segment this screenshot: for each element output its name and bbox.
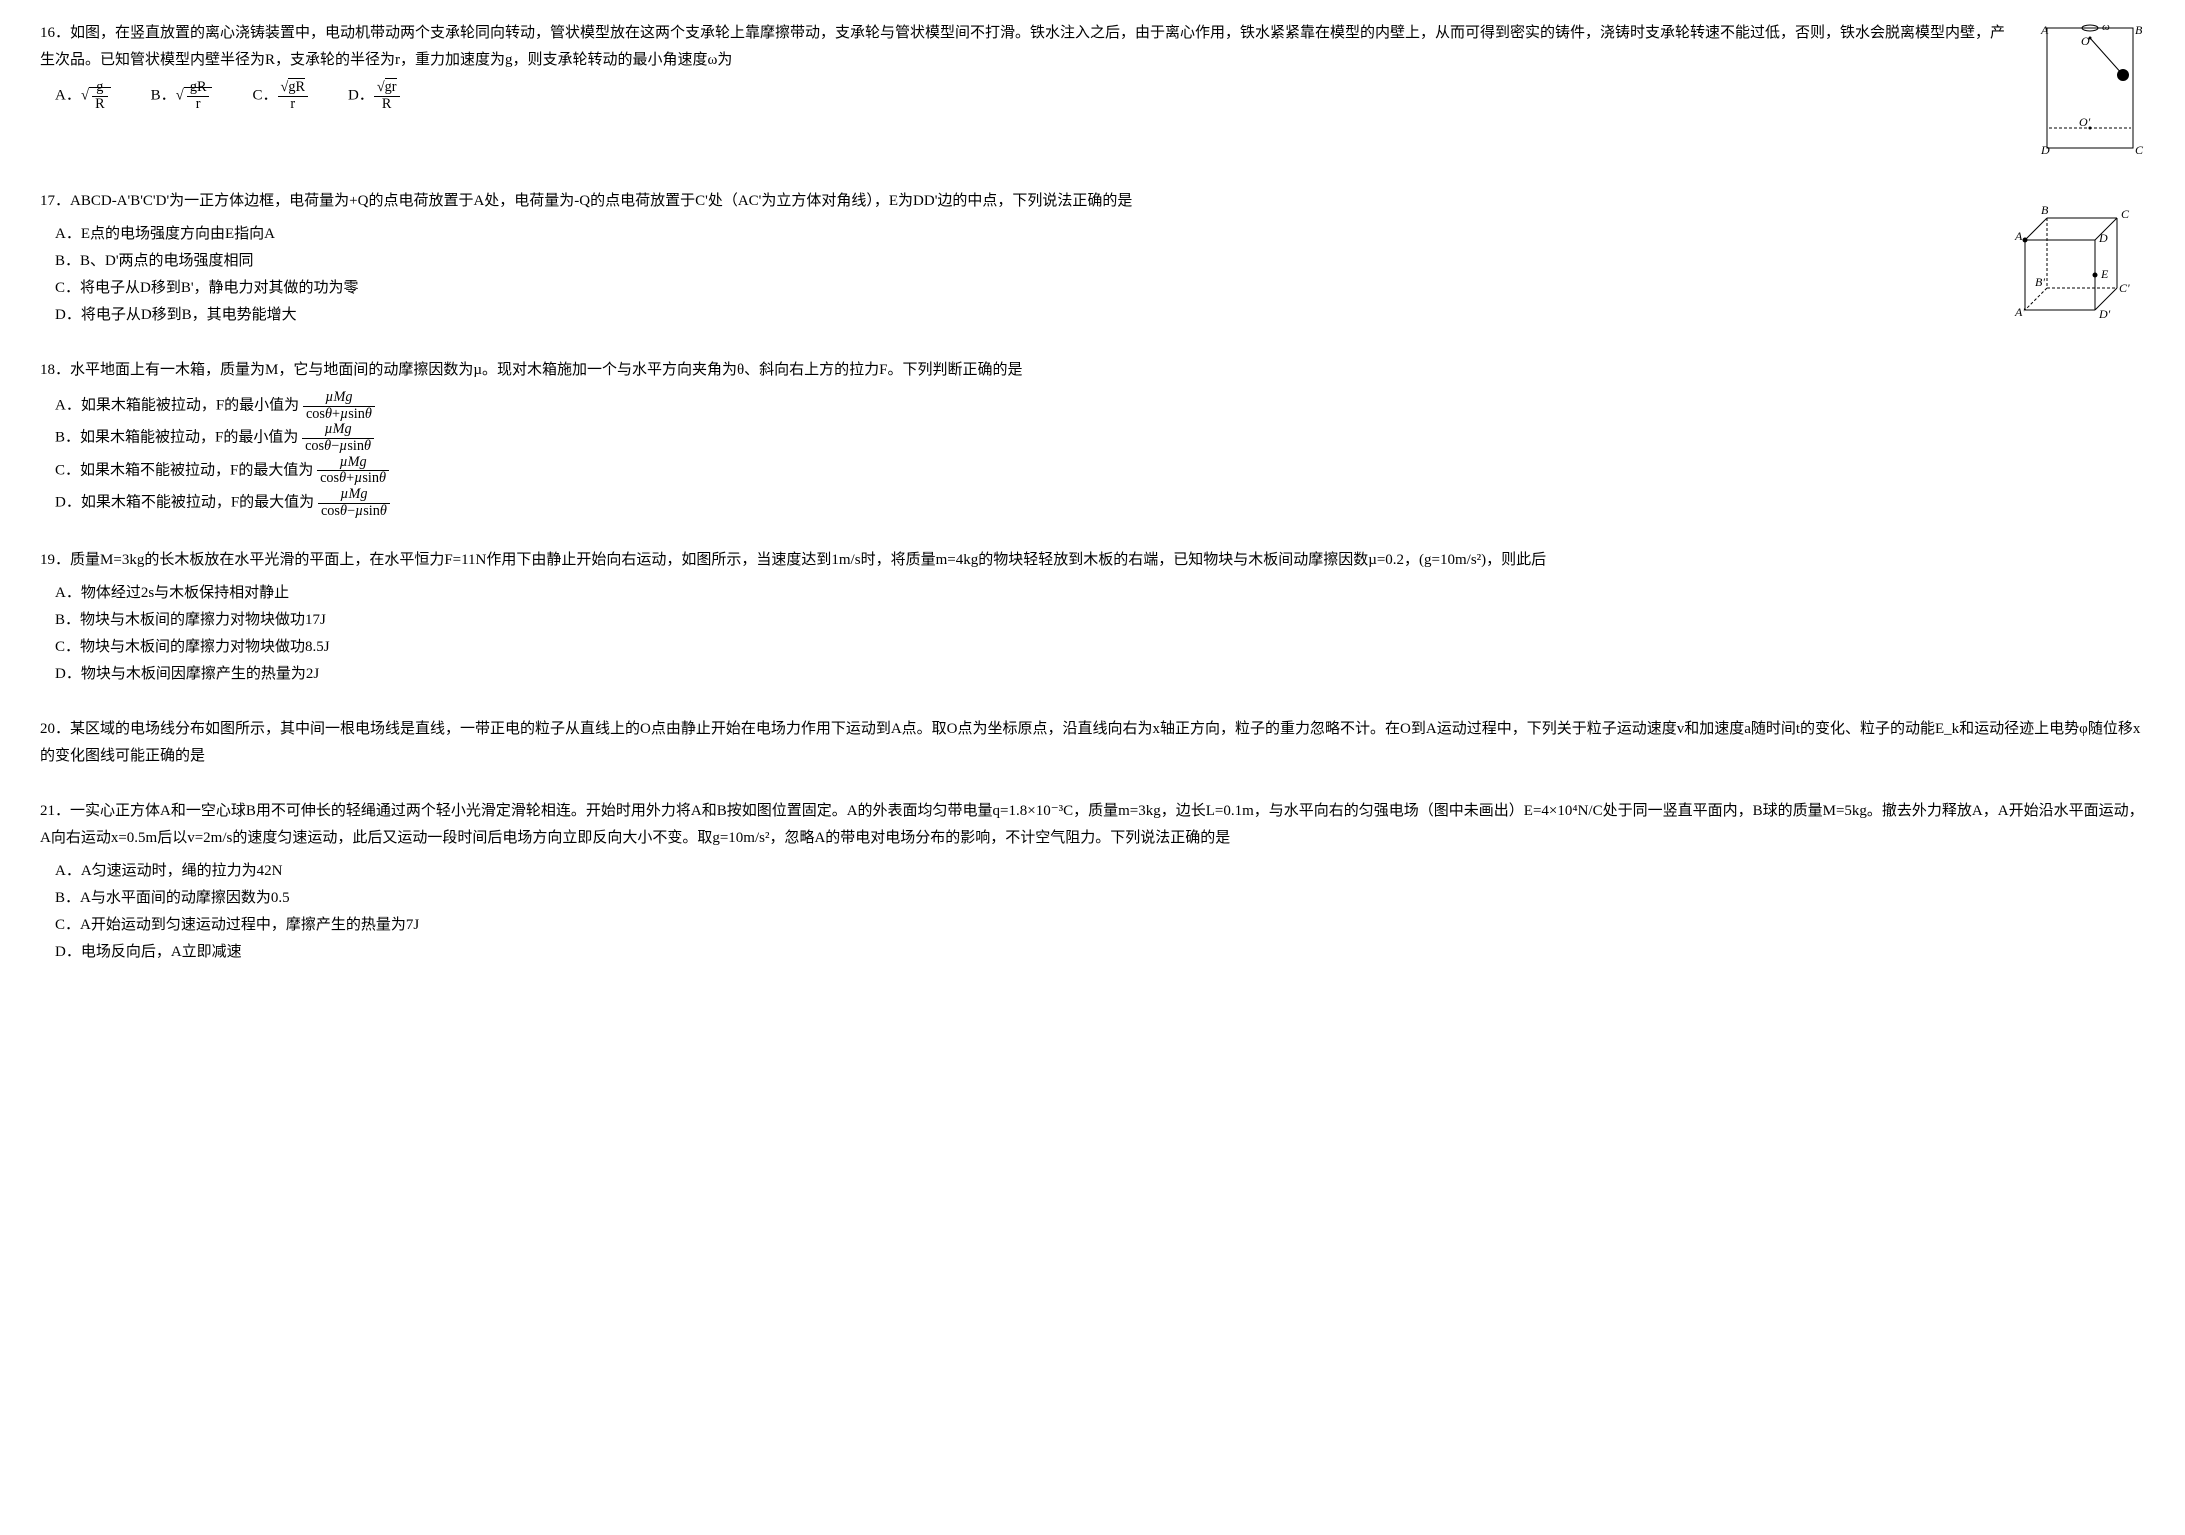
q21-optC: C．A开始运动到匀速运动过程中，摩擦产生的热量为7J xyxy=(55,912,2145,939)
q16-optB: B．√gRr xyxy=(151,80,213,112)
problem-16: 16．如图，在竖直放置的离心浇铸装置中，电动机带动两个支承轮同向转动，管状模型放… xyxy=(40,20,2145,160)
q16-optC: C．√gRr xyxy=(252,80,307,112)
problem-21: 21．一实心正方体A和一空心球B用不可伸长的轻绳通过两个轻小光滑定滑轮相连。开始… xyxy=(40,798,2145,966)
svg-text:A: A xyxy=(2014,229,2023,243)
problem-20-stem: 20．某区域的电场线分布如图所示，其中间一根电场线是直线，一带正电的粒子从直线上… xyxy=(40,716,2145,770)
svg-text:D': D' xyxy=(2098,307,2111,321)
q17-svg: B C A D A' B' C' D' E xyxy=(2005,188,2145,328)
q16-optA: A．√gR xyxy=(55,80,111,112)
q19-num: 19． xyxy=(40,552,70,568)
problem-16-stem: 16．如图，在竖直放置的离心浇铸装置中，电动机带动两个支承轮同向转动，管状模型放… xyxy=(40,20,2013,112)
svg-text:O': O' xyxy=(2079,115,2091,129)
svg-text:B': B' xyxy=(2035,275,2045,289)
q18-optB: B．如果木箱能被拉动，F的最小值为 µMgcosθ−µsinθ xyxy=(55,422,2145,454)
q19-options: A．物体经过2s与木板保持相对静止 B．物块与木板间的摩擦力对物块做功17J C… xyxy=(40,580,2145,688)
q18-num: 18． xyxy=(40,362,70,378)
q20-text: 某区域的电场线分布如图所示，其中间一根电场线是直线，一带正电的粒子从直线上的O点… xyxy=(40,721,2140,764)
q21-num: 21． xyxy=(40,803,70,819)
q21-options: A．A匀速运动时，绳的拉力为42N B．A与水平面间的动摩擦因数为0.5 C．A… xyxy=(40,858,2145,966)
problem-17: 17．ABCD-A'B'C'D'为一正方体边框，电荷量为+Q的点电荷放置于A处，… xyxy=(40,188,2145,329)
q21-optD: D．电场反向后，A立即减速 xyxy=(55,939,2145,966)
q17-options: A．E点的电场强度方向由E指向A B．B、D'两点的电场强度相同 C．将电子从D… xyxy=(40,221,1983,329)
q19-optA: A．物体经过2s与木板保持相对静止 xyxy=(55,580,2145,607)
q20-num: 20． xyxy=(40,721,70,737)
q17-num: 17． xyxy=(40,193,70,209)
svg-text:C: C xyxy=(2135,143,2144,157)
problem-19: 19．质量M=3kg的长木板放在水平光滑的平面上，在水平恒力F=11N作用下由静… xyxy=(40,547,2145,688)
problem-18: 18．水平地面上有一木箱，质量为M，它与地面间的动摩擦因数为µ。现对木箱施加一个… xyxy=(40,357,2145,519)
q16-optD: D．√grR xyxy=(348,80,400,112)
svg-text:B: B xyxy=(2135,23,2143,37)
q21-text: 一实心正方体A和一空心球B用不可伸长的轻绳通过两个轻小光滑定滑轮相连。开始时用外… xyxy=(40,803,2144,846)
q16-num: 16． xyxy=(40,25,70,41)
q17-figure: B C A D A' B' C' D' E xyxy=(2005,188,2145,328)
q17-optB: B．B、D'两点的电场强度相同 xyxy=(55,248,1983,275)
q16-text: 如图，在竖直放置的离心浇铸装置中，电动机带动两个支承轮同向转动，管状模型放在这两… xyxy=(40,25,2005,68)
q18-optA: A．如果木箱能被拉动，F的最小值为 µMgcosθ+µsinθ xyxy=(55,390,2145,422)
q17-text: ABCD-A'B'C'D'为一正方体边框，电荷量为+Q的点电荷放置于A处，电荷量… xyxy=(70,193,1132,209)
q18-text: 水平地面上有一木箱，质量为M，它与地面间的动摩擦因数为µ。现对木箱施加一个与水平… xyxy=(70,362,1023,378)
q19-optD: D．物块与木板间因摩擦产生的热量为2J xyxy=(55,661,2145,688)
q17-optA: A．E点的电场强度方向由E指向A xyxy=(55,221,1983,248)
q17-optC: C．将电子从D移到B'，静电力对其做的功为零 xyxy=(55,275,1983,302)
q19-text: 质量M=3kg的长木板放在水平光滑的平面上，在水平恒力F=11N作用下由静止开始… xyxy=(70,552,1546,568)
q19-optC: C．物块与木板间的摩擦力对物块做功8.5J xyxy=(55,634,2145,661)
q16-options: A．√gR B．√gRr C．√gRr D．√grR xyxy=(40,80,2013,112)
q16-svg: A B C D ω O O' xyxy=(2035,20,2145,160)
q21-optA: A．A匀速运动时，绳的拉力为42N xyxy=(55,858,2145,885)
svg-text:E: E xyxy=(2100,267,2109,281)
q21-optB: B．A与水平面间的动摩擦因数为0.5 xyxy=(55,885,2145,912)
svg-text:ω: ω xyxy=(2102,21,2110,33)
svg-text:D: D xyxy=(2040,143,2050,157)
q19-optB: B．物块与木板间的摩擦力对物块做功17J xyxy=(55,607,2145,634)
q18-options: A．如果木箱能被拉动，F的最小值为 µMgcosθ+µsinθ B．如果木箱能被… xyxy=(40,390,2145,519)
q18-optC: C．如果木箱不能被拉动，F的最大值为 µMgcosθ+µsinθ xyxy=(55,455,2145,487)
problem-17-stem: 17．ABCD-A'B'C'D'为一正方体边框，电荷量为+Q的点电荷放置于A处，… xyxy=(40,188,1983,329)
svg-text:D: D xyxy=(2098,231,2108,245)
svg-text:A: A xyxy=(2040,23,2049,37)
svg-text:A': A' xyxy=(2014,305,2025,319)
q18-optD: D．如果木箱不能被拉动，F的最大值为 µMgcosθ−µsinθ xyxy=(55,487,2145,519)
svg-text:B: B xyxy=(2041,203,2049,217)
svg-text:C: C xyxy=(2121,207,2130,221)
svg-text:C': C' xyxy=(2119,281,2130,295)
svg-text:O: O xyxy=(2081,34,2090,48)
q17-optD: D．将电子从D移到B，其电势能增大 xyxy=(55,302,1983,329)
problem-20: 20．某区域的电场线分布如图所示，其中间一根电场线是直线，一带正电的粒子从直线上… xyxy=(40,716,2145,770)
problem-19-stem: 19．质量M=3kg的长木板放在水平光滑的平面上，在水平恒力F=11N作用下由静… xyxy=(40,547,2145,688)
problem-18-stem: 18．水平地面上有一木箱，质量为M，它与地面间的动摩擦因数为µ。现对木箱施加一个… xyxy=(40,357,2145,519)
problem-21-stem: 21．一实心正方体A和一空心球B用不可伸长的轻绳通过两个轻小光滑定滑轮相连。开始… xyxy=(40,798,2145,966)
q16-figure: A B C D ω O O' xyxy=(2035,20,2145,160)
